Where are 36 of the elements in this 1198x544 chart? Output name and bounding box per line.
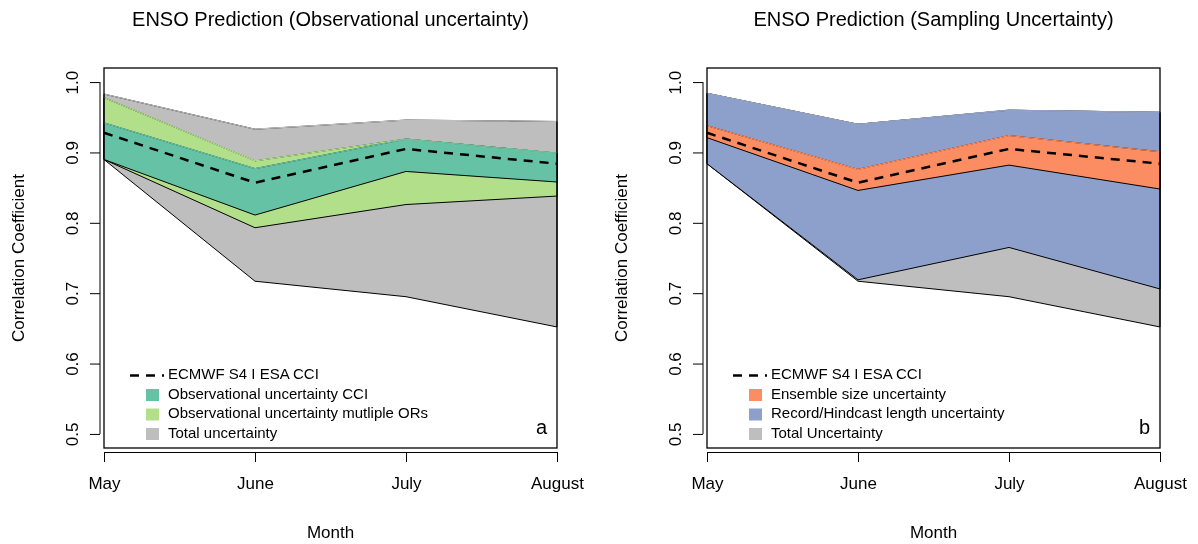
y-tick-label: 0.9 [63, 141, 83, 165]
legend-label: Observational uncertainty CCI [168, 384, 369, 402]
y-axis-title: Correlation Coefficient [9, 173, 28, 342]
y-tick-label: 1.0 [666, 70, 686, 95]
y-tick-label: 0.8 [666, 211, 686, 236]
x-tick-label: July [994, 473, 1026, 493]
x-tick-label: July [391, 473, 423, 493]
annotation: a [535, 416, 548, 438]
y-tick-label: 0.6 [63, 352, 83, 376]
x-tick-label: August [531, 473, 585, 493]
x-tick-label: June [840, 473, 877, 493]
legend-label: ECMWF S4 I ESA CCI [168, 365, 319, 383]
chart-title: ENSO Prediction (Observational uncertainty) [132, 8, 529, 30]
x-tick-label: May [691, 473, 725, 493]
x-tick-label: May [88, 473, 122, 493]
annotation: b [1138, 416, 1150, 438]
x-axis-title: Month [909, 523, 958, 542]
legend-label: Total uncertainty [168, 423, 278, 441]
x-tick-label: August [1134, 473, 1188, 493]
y-tick-label: 0.6 [666, 352, 686, 376]
x-axis-title: Month [306, 523, 355, 542]
legend-label: Record/Hindcast length uncertainty [771, 404, 1005, 422]
y-tick-label: 0.8 [63, 211, 83, 236]
legend-label: ECMWF S4 I ESA CCI [771, 365, 922, 383]
y-tick-label: 0.9 [666, 141, 686, 165]
y-tick-label: 0.7 [63, 281, 83, 306]
y-tick-label: 0.7 [666, 281, 686, 306]
y-tick-label: 0.5 [63, 422, 83, 447]
legend-label: Observational uncertainty mutliple ORs [168, 404, 429, 422]
y-axis-title: Correlation Coefficient [612, 173, 631, 342]
x-tick-label: June [237, 473, 274, 493]
legend-label: Ensemble size uncertainty [771, 384, 947, 402]
chart-title: ENSO Prediction (Sampling Uncertainty) [753, 8, 1114, 30]
y-tick-label: 1.0 [63, 70, 83, 95]
y-tick-label: 0.5 [666, 422, 686, 447]
legend-label: Total Uncertainty [771, 423, 884, 441]
